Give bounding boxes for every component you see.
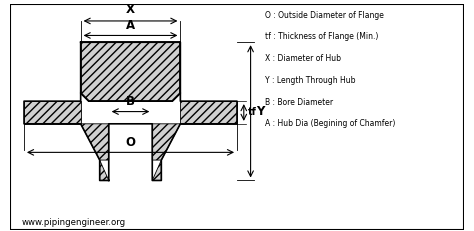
Text: Y : Length Through Hub: Y : Length Through Hub <box>265 76 356 85</box>
Text: X: X <box>126 3 135 16</box>
Text: O: O <box>126 136 136 149</box>
Polygon shape <box>152 160 161 180</box>
Text: Y: Y <box>256 105 265 118</box>
Text: A: A <box>126 19 135 32</box>
Polygon shape <box>81 124 109 160</box>
Polygon shape <box>152 124 181 160</box>
Text: X : Diameter of Hub: X : Diameter of Hub <box>265 54 341 63</box>
Text: B : Bore Diameter: B : Bore Diameter <box>265 97 333 106</box>
Text: www.pipingengineer.org: www.pipingengineer.org <box>22 218 126 227</box>
Polygon shape <box>81 42 181 101</box>
Text: tf: tf <box>248 107 257 118</box>
Text: O : Outside Diameter of Flange: O : Outside Diameter of Flange <box>265 11 384 20</box>
Text: B: B <box>126 95 135 108</box>
Polygon shape <box>181 101 237 124</box>
Polygon shape <box>24 101 81 124</box>
Text: A : Hub Dia (Begining of Chamfer): A : Hub Dia (Begining of Chamfer) <box>265 119 395 128</box>
Polygon shape <box>100 160 109 180</box>
Text: tf : Thickness of Flange (Min.): tf : Thickness of Flange (Min.) <box>265 32 378 41</box>
Polygon shape <box>81 42 181 101</box>
